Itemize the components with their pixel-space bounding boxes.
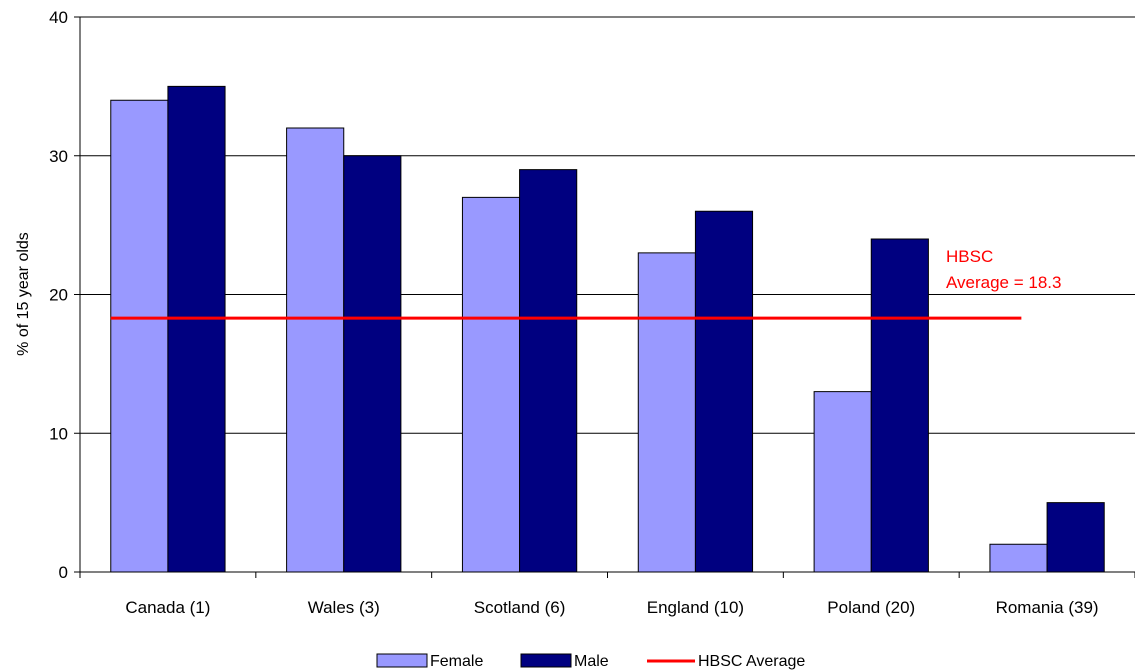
reference-annotation-line1: HBSC: [946, 247, 993, 266]
x-category-label: Scotland (6): [474, 598, 566, 617]
bar-female-3: [637, 252, 696, 573]
legend-label-hbsc-average: HBSC Average: [698, 653, 805, 670]
bar-female-0: [110, 99, 169, 573]
legend-label-male: Male: [574, 653, 609, 670]
bar-male-5: [1046, 502, 1105, 573]
bar-male-4: [870, 238, 929, 573]
legend-swatch-female: [376, 653, 428, 668]
legend: Female Male HBSC Average: [376, 653, 805, 670]
y-tick-label: 30: [49, 147, 68, 166]
bars: [110, 85, 1105, 573]
bar-male-1: [343, 155, 402, 573]
reference-annotation-line2: Average = 18.3: [946, 273, 1061, 292]
x-category-label: England (10): [647, 598, 744, 617]
x-category-label: Wales (3): [308, 598, 380, 617]
y-tick-label: 40: [49, 8, 68, 27]
bar-female-1: [286, 127, 345, 573]
gridlines: [80, 16, 1135, 434]
y-tick-label: 10: [49, 424, 68, 443]
x-category-label: Romania (39): [996, 598, 1099, 617]
legend-label-female: Female: [430, 653, 483, 670]
y-axis-title: % of 15 year olds: [15, 232, 32, 356]
y-tick-label: 20: [49, 286, 68, 305]
bar-male-2: [519, 169, 578, 573]
x-category-label: Poland (20): [827, 598, 915, 617]
bar-female-4: [813, 391, 872, 573]
x-category-label: Canada (1): [125, 598, 210, 617]
bar-female-2: [461, 196, 521, 573]
legend-swatch-male: [520, 653, 572, 668]
bar-male-0: [167, 85, 226, 573]
bar-female-5: [989, 543, 1048, 573]
y-ticks: 0 10 20 30 40: [49, 8, 80, 582]
bar-male-3: [694, 210, 754, 573]
y-tick-label: 0: [59, 563, 68, 582]
x-ticks: Canada (1) Wales (3) Scotland (6) England (…: [79, 572, 1135, 617]
